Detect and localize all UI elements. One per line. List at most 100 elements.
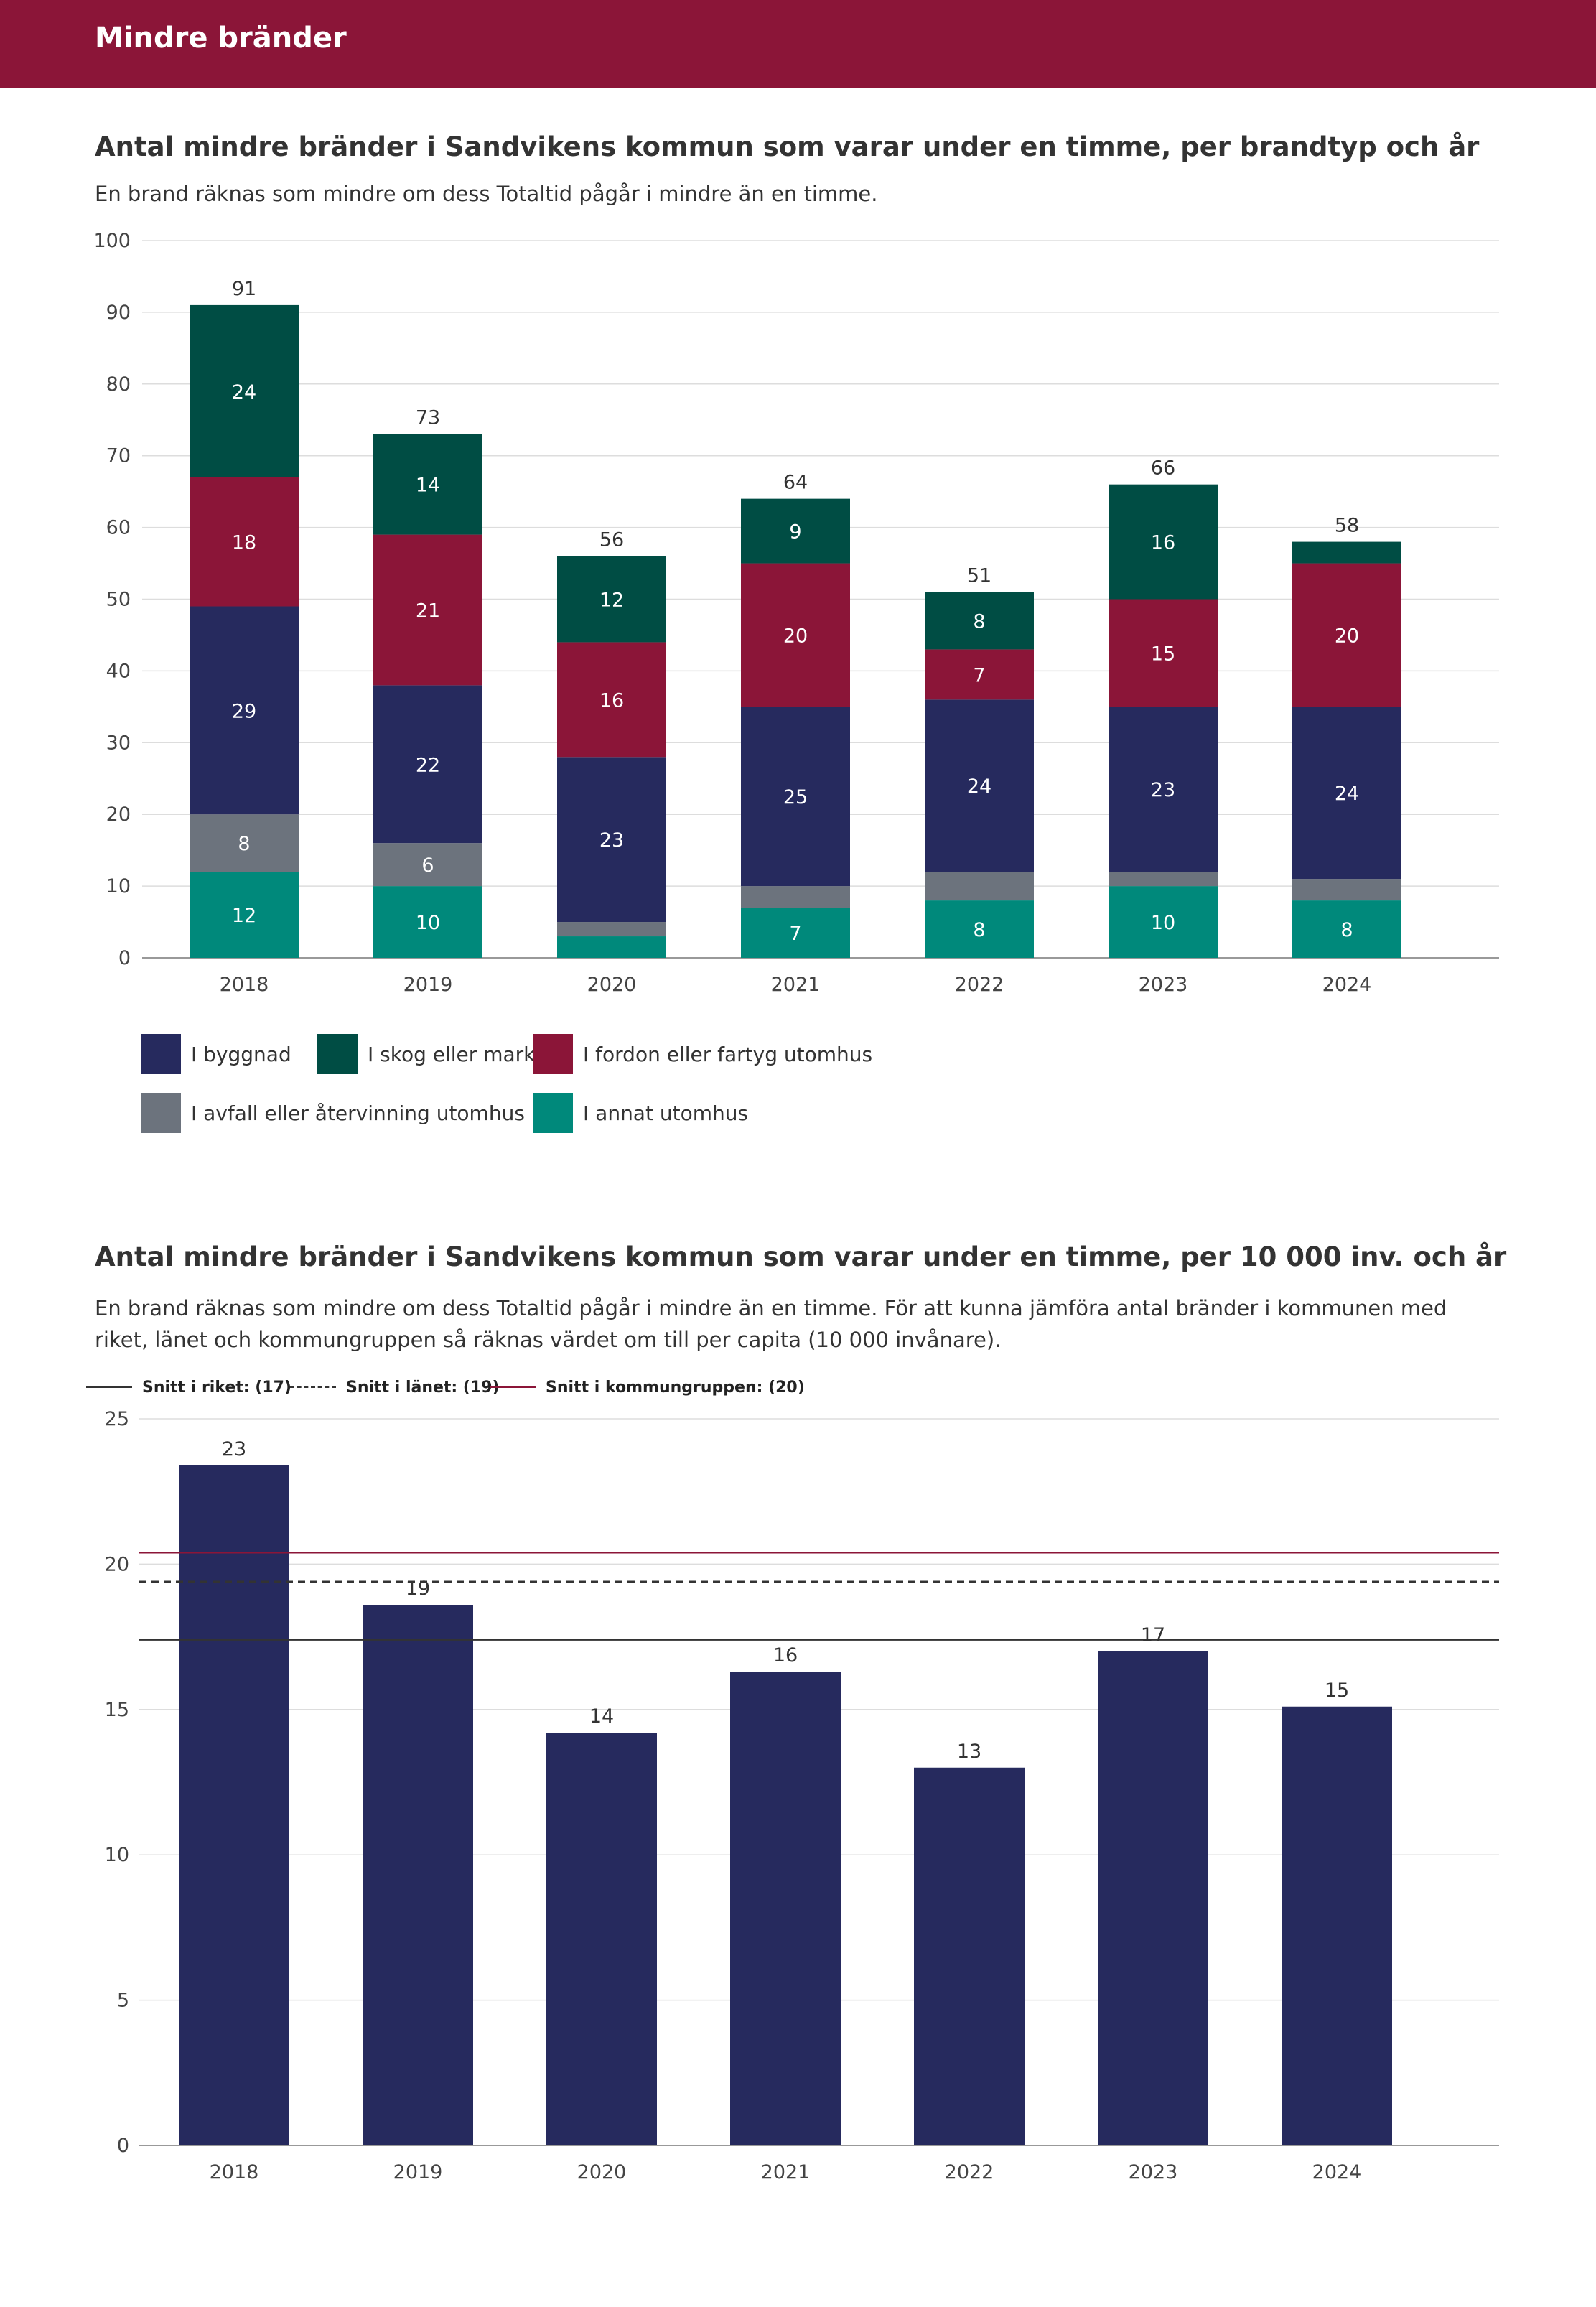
- chart1-total-label: 56: [599, 529, 624, 551]
- chart1-segment-value-label: 23: [1151, 779, 1175, 801]
- chart1-title: Antal mindre bränder i Sandvikens kommun…: [95, 131, 1480, 162]
- chart1-total-label: 91: [232, 278, 256, 300]
- chart1-y-tick-label: 40: [106, 660, 131, 682]
- chart1-segment-value-label: 22: [416, 754, 440, 776]
- chart2-x-tick-label: 2018: [210, 2161, 259, 2184]
- chart2-x-tick-label: 2019: [393, 2161, 443, 2184]
- chart1-x-tick-label: 2021: [771, 974, 821, 996]
- chart2-reference-legend: Snitt i riket: (17) Snitt i länet: (19) Sn…: [86, 1374, 948, 1400]
- legend-label: I byggnad: [191, 1042, 291, 1066]
- legend-swatch: [141, 1034, 181, 1074]
- chart2-bar-value-label: 15: [1325, 1679, 1349, 1702]
- chart1-x-tick-label: 2020: [587, 974, 637, 996]
- chart2-title: Antal mindre bränder i Sandvikens kommun…: [95, 1241, 1507, 1272]
- chart2-y-tick-label: 15: [105, 1699, 129, 1721]
- chart1-y-tick-label: 10: [106, 875, 131, 898]
- chart1-segment-value-label: 16: [1151, 532, 1175, 554]
- chart1-bar-segment: [925, 900, 1034, 958]
- chart2-x-tick-label: 2022: [945, 2161, 994, 2184]
- chart2-bar-value-label: 13: [957, 1740, 981, 1763]
- chart1-bar-segment: [1109, 707, 1218, 872]
- legend-label: Snitt i kommungruppen: (20): [546, 1378, 805, 1397]
- chart1-segment-value-label: 20: [783, 625, 808, 647]
- chart2-y-tick-label: 25: [105, 1408, 129, 1430]
- chart1-bar-segment: [1292, 707, 1401, 880]
- chart2-bar: [546, 1733, 657, 2145]
- chart1-bar-segment: [373, 434, 482, 535]
- chart2-y-tick-label: 10: [105, 1844, 129, 1866]
- chart2-reference-legend-item: Snitt i riket: (17): [86, 1374, 291, 1400]
- chart1-bar-segment: [741, 886, 850, 908]
- chart1-bar-segment: [373, 534, 482, 686]
- chart2-y-tick-label: 20: [105, 1553, 129, 1575]
- chart2-bar: [1282, 1706, 1392, 2145]
- chart1-bar-segment: [373, 843, 482, 887]
- chart2-x-tick-label: 2020: [577, 2161, 627, 2184]
- chart1-bar-segment: [741, 498, 850, 564]
- chart1-segment-value-label: 29: [232, 700, 256, 722]
- chart1-y-tick-label: 90: [106, 302, 131, 324]
- chart2-subtitle: En brand räknas som mindre om dess Total…: [95, 1296, 1447, 1352]
- chart1-legend-item: I fordon eller fartyg utomhus: [533, 1034, 872, 1074]
- chart1-bar-segment: [190, 872, 299, 958]
- chart1-segment-value-label: 9: [789, 521, 801, 544]
- chart2-x-tick-label: 2024: [1312, 2161, 1362, 2184]
- chart1-y-tick-label: 0: [118, 947, 131, 969]
- chart1-bar-segment: [373, 685, 482, 844]
- chart1-bar-segment: [741, 563, 850, 707]
- legend-label: I fordon eller fartyg utomhus: [583, 1042, 873, 1066]
- chart1-y-tick-label: 70: [106, 445, 131, 467]
- chart1-segment-value-label: 24: [232, 381, 256, 404]
- legend-swatch: [141, 1093, 181, 1133]
- chart2-reference-legend-item: Snitt i kommungruppen: (20): [490, 1374, 805, 1400]
- chart1-bar-segment: [1109, 886, 1218, 958]
- chart1-segment-value-label: 8: [973, 610, 985, 633]
- chart1-bar-segment: [1292, 541, 1401, 564]
- chart1-x-tick-label: 2019: [403, 974, 453, 996]
- chart1-bar-segment: [373, 886, 482, 958]
- legend-label: Snitt i länet: (19): [346, 1378, 500, 1397]
- chart1-segment-value-label: 10: [416, 912, 440, 934]
- chart2-bar: [730, 1672, 841, 2145]
- chart1-bar-segment: [190, 606, 299, 815]
- chart2-bar-value-label: 17: [1141, 1624, 1165, 1646]
- legend-line-sample: [290, 1386, 336, 1388]
- legend-swatch: [533, 1093, 573, 1133]
- chart1-legend-item: I annat utomhus: [533, 1093, 748, 1133]
- chart1-bar-segment: [925, 592, 1034, 650]
- chart1-legend-item: I byggnad: [141, 1034, 291, 1074]
- page-header-banner: Mindre bränder: [0, 0, 1596, 88]
- chart2-bar-value-label: 16: [773, 1644, 798, 1667]
- legend-label: I annat utomhus: [583, 1101, 749, 1125]
- chart2-reference-legend-item: Snitt i länet: (19): [290, 1374, 500, 1400]
- chart1-bar-segment: [190, 304, 299, 477]
- chart1-bar-segment: [741, 908, 850, 958]
- chart1-y-tick-label: 30: [106, 732, 131, 754]
- chart1-x-tick-label: 2023: [1139, 974, 1188, 996]
- chart1-segment-value-label: 21: [416, 600, 440, 622]
- legend-line-sample: [490, 1386, 536, 1388]
- chart2-x-tick-label: 2021: [761, 2161, 811, 2184]
- chart1-bar-segment: [1292, 879, 1401, 901]
- legend-line-sample: [86, 1386, 132, 1388]
- page-title: Mindre bränder: [95, 22, 347, 55]
- chart1-bar-segment: [925, 649, 1034, 700]
- chart1-segment-value-label: 7: [789, 923, 801, 945]
- chart1-segment-value-label: 10: [1151, 912, 1175, 934]
- chart1-segment-value-label: 8: [238, 833, 250, 855]
- chart2-bar: [179, 1465, 289, 2145]
- chart1-segment-value-label: 12: [232, 905, 256, 927]
- chart1-bar-segment: [1109, 484, 1218, 600]
- chart1-bar-segment: [557, 556, 666, 643]
- chart1-segment-value-label: 24: [1335, 783, 1359, 805]
- chart1-subtitle: En brand räknas som mindre om dess Total…: [95, 182, 878, 206]
- chart1-bar-segment: [190, 814, 299, 872]
- chart1-segment-value-label: 24: [967, 775, 991, 798]
- chart1-total-label: 58: [1335, 515, 1359, 537]
- chart1-bar-segment: [1292, 563, 1401, 707]
- chart1-x-tick-label: 2022: [955, 974, 1004, 996]
- chart1-segment-value-label: 12: [599, 589, 624, 612]
- chart1-segment-value-label: 8: [973, 919, 985, 941]
- chart2-bar: [914, 1767, 1025, 2145]
- chart1-x-tick-label: 2018: [220, 974, 269, 996]
